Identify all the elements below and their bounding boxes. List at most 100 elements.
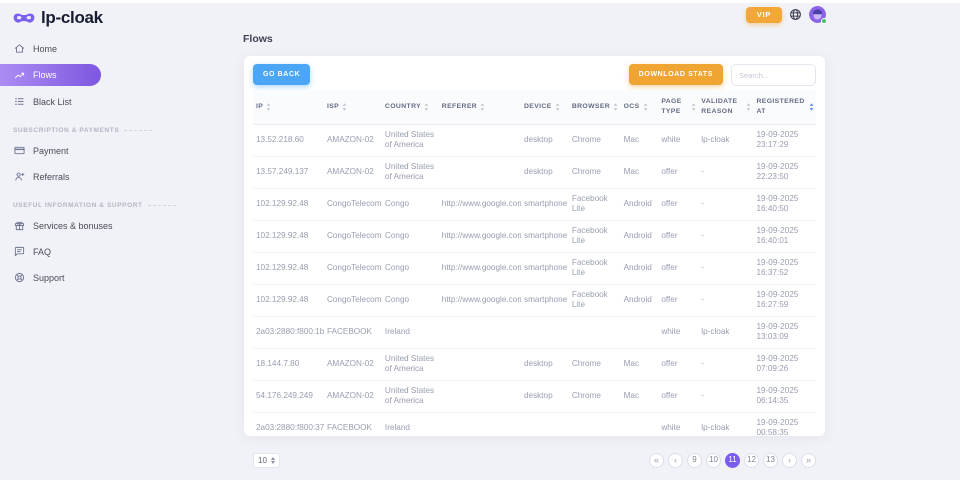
pagination: «‹ 9 10 11 12 13 ›» xyxy=(649,452,816,468)
search-input[interactable] xyxy=(731,64,816,86)
column-header-referer[interactable]: REFERER xyxy=(438,90,521,125)
sort-icon xyxy=(480,103,485,111)
section-subscription-payments: SUBSCRIPTION & PAYMENTS xyxy=(0,127,230,134)
language-globe-icon[interactable] xyxy=(789,8,802,21)
user-avatar[interactable] xyxy=(809,6,827,24)
table-cell xyxy=(438,316,521,349)
last-page-button[interactable]: » xyxy=(801,452,816,468)
column-label: ISP xyxy=(326,102,340,110)
stepper-arrows-icon xyxy=(270,456,275,464)
table-cell: - xyxy=(698,380,754,413)
table-cell: 19-09-2025 06:14:35 xyxy=(753,380,816,413)
table-cell: 13.52.218.60 xyxy=(253,124,324,157)
prev-page-button[interactable]: ‹ xyxy=(668,452,683,468)
table-cell: - xyxy=(698,156,754,189)
table-row: 13.57.249.137 AMAZON-02 United States of A… xyxy=(253,156,816,189)
table-row: 54.176.249.249 AMAZON-02 United States of … xyxy=(253,380,816,413)
table-cell: offer xyxy=(658,156,699,189)
sidebar-item-home[interactable]: Home xyxy=(0,38,230,59)
table-cell: United States of America xyxy=(381,348,439,381)
table-cell xyxy=(438,124,521,157)
column-header-ip[interactable]: IP xyxy=(253,90,324,125)
table-cell: United States of America xyxy=(381,156,439,189)
column-header-registered-at[interactable]: REGISTERED AT xyxy=(753,90,816,125)
column-header-page-type[interactable]: PAGE TYPE xyxy=(658,90,699,125)
gift-icon xyxy=(14,220,25,231)
column-header-validate-reason[interactable]: VALIDATE REASON xyxy=(698,90,754,125)
page-button-13[interactable]: 13 xyxy=(763,452,778,468)
person-add-icon xyxy=(14,171,25,182)
sidebar-item-label: Home xyxy=(33,43,58,54)
app-logo[interactable]: lp-cloak xyxy=(13,8,103,28)
table-cell: Congo xyxy=(381,188,439,221)
page-button-10[interactable]: 10 xyxy=(706,452,721,468)
table-cell: offer xyxy=(658,380,699,413)
column-label: DEVICE xyxy=(523,102,552,110)
table-cell: offer xyxy=(658,188,699,221)
sidebar-item-services-bonuses[interactable]: Services & bonuses xyxy=(0,215,230,236)
table-cell: Android xyxy=(620,220,659,253)
table-header-row: IP ISP COUNTRY REFERER DEVICE BROWSER OCS PAGE … xyxy=(253,90,816,125)
sidebar-item-payment[interactable]: Payment xyxy=(0,140,230,161)
table-cell: 2a03:2880:f800:37:: xyxy=(253,412,324,445)
table-cell: 19-09-2025 22:23:50 xyxy=(753,156,816,189)
table-row: 2a03:2880:f800:1b:: FACEBOOK Ireland white l… xyxy=(253,316,816,349)
table-cell: Facebook Lite xyxy=(568,220,621,253)
first-page-button[interactable]: « xyxy=(649,452,664,468)
table-cell xyxy=(520,316,569,349)
table-cell: 102.129.92.48 xyxy=(253,284,324,317)
table-cell: CongoTelecom xyxy=(323,188,382,221)
page-button-12[interactable]: 12 xyxy=(744,452,759,468)
page-size-select[interactable]: 10 xyxy=(253,452,280,468)
sidebar-item-support[interactable]: Support xyxy=(0,267,230,288)
column-label: REGISTERED AT xyxy=(756,98,805,115)
table-cell: Mac xyxy=(620,348,659,381)
sort-icon xyxy=(643,103,648,111)
sort-icon xyxy=(342,103,347,111)
sidebar-item-flows[interactable]: Flows xyxy=(0,64,101,86)
sidebar-item-label: Black List xyxy=(33,96,72,107)
table-cell: smartphone xyxy=(520,220,569,253)
page-button-9[interactable]: 9 xyxy=(687,452,702,468)
table-cell: Ireland xyxy=(381,412,439,445)
column-header-isp[interactable]: ISP xyxy=(323,90,382,125)
table-cell: 102.129.92.48 xyxy=(253,188,324,221)
column-header-browser[interactable]: BROWSER xyxy=(568,90,621,125)
table-cell: Android xyxy=(620,188,659,221)
table-cell xyxy=(438,156,521,189)
sidebar-item-black-list[interactable]: Black List xyxy=(0,91,230,112)
page-title: Flows xyxy=(243,33,273,45)
sidebar: Home Flows Black List SUBSCRIPTION & PAY… xyxy=(0,33,230,288)
column-header-country[interactable]: COUNTRY xyxy=(381,90,439,125)
next-page-button[interactable]: › xyxy=(782,452,797,468)
table-cell: http://www.google.com/ xyxy=(438,188,521,221)
page-size-value: 10 xyxy=(258,455,267,465)
sidebar-item-label: Services & bonuses xyxy=(33,220,113,231)
table-cell: 19-09-2025 16:40:50 xyxy=(753,188,816,221)
go-back-button[interactable]: GO BACK xyxy=(253,64,311,85)
table-cell: offer xyxy=(658,348,699,381)
vip-button[interactable]: VIP xyxy=(746,6,782,23)
sort-icon xyxy=(266,103,271,111)
mask-logo-icon xyxy=(13,12,35,25)
column-label: BROWSER xyxy=(571,102,611,110)
download-stats-button[interactable]: DOWNLOAD STATS xyxy=(628,64,723,85)
sidebar-item-referrals[interactable]: Referrals xyxy=(0,166,230,187)
sort-icon xyxy=(555,103,560,111)
sort-icon xyxy=(746,103,751,111)
table-cell: 54.176.249.249 xyxy=(253,380,324,413)
table-cell: white xyxy=(658,124,699,157)
table-cell: Congo xyxy=(381,220,439,253)
page-button-11[interactable]: 11 xyxy=(725,452,740,468)
sidebar-item-faq[interactable]: FAQ xyxy=(0,241,230,262)
table-cell: Chrome xyxy=(568,156,621,189)
table-cell: - xyxy=(698,252,754,285)
column-header-ocs[interactable]: OCS xyxy=(620,90,659,125)
table-cell: AMAZON-02 xyxy=(323,348,382,381)
table-cell: Mac xyxy=(620,156,659,189)
chat-icon xyxy=(14,246,25,257)
table-cell: 19-09-2025 16:27:59 xyxy=(753,284,816,317)
table-cell: desktop xyxy=(520,156,569,189)
table-cell xyxy=(520,412,569,445)
column-header-device[interactable]: DEVICE xyxy=(520,90,569,125)
